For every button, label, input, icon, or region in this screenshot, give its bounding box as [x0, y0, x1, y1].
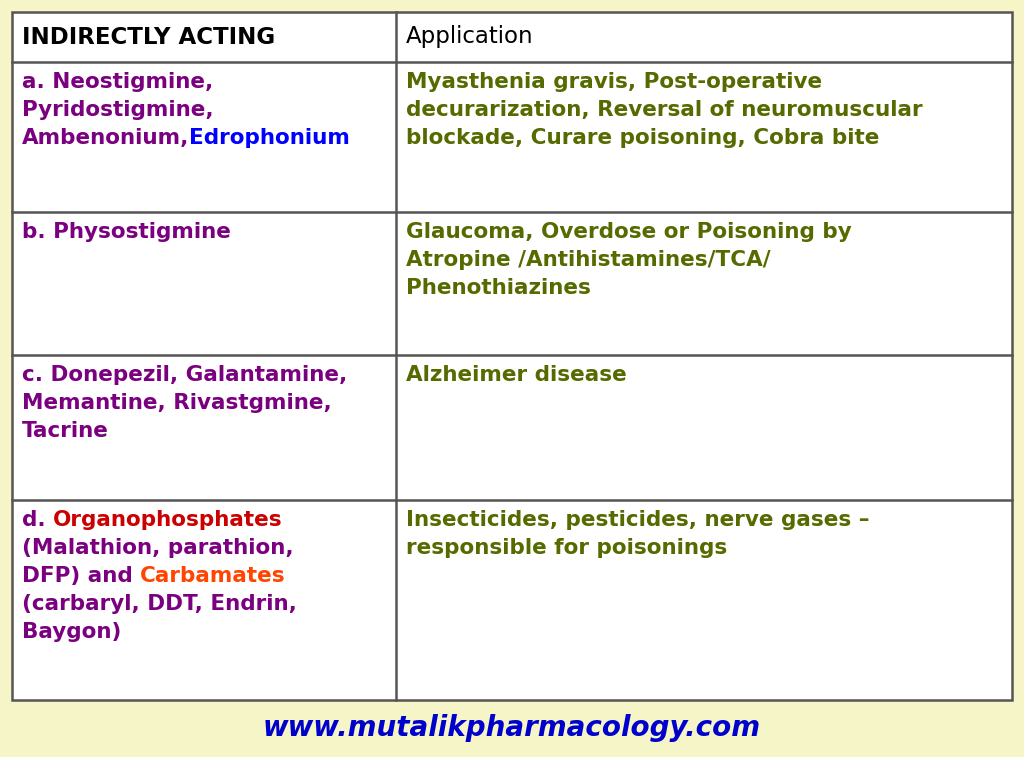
Text: b. Physostigmine: b. Physostigmine	[22, 222, 230, 242]
Text: c. Donepezil, Galantamine,: c. Donepezil, Galantamine,	[22, 365, 347, 385]
Text: Edrophonium: Edrophonium	[189, 128, 350, 148]
Text: DFP) and: DFP) and	[22, 566, 140, 586]
Text: Alzheimer disease: Alzheimer disease	[406, 365, 627, 385]
Text: a. Neostigmine,: a. Neostigmine,	[22, 72, 213, 92]
Text: (carbaryl, DDT, Endrin,: (carbaryl, DDT, Endrin,	[22, 594, 297, 614]
Text: d.: d.	[22, 510, 53, 530]
Text: INDIRECTLY ACTING: INDIRECTLY ACTING	[22, 26, 275, 48]
Text: Memantine, Rivastgmine,: Memantine, Rivastgmine,	[22, 393, 332, 413]
Text: Ambenonium,: Ambenonium,	[22, 128, 189, 148]
Text: Pyridostigmine,: Pyridostigmine,	[22, 100, 214, 120]
Text: Insecticides, pesticides, nerve gases –: Insecticides, pesticides, nerve gases –	[406, 510, 869, 530]
Text: www.mutalikpharmacology.com: www.mutalikpharmacology.com	[263, 714, 761, 742]
Text: Carbamates: Carbamates	[140, 566, 286, 586]
Text: blockade, Curare poisoning, Cobra bite: blockade, Curare poisoning, Cobra bite	[406, 128, 880, 148]
Text: responsible for poisonings: responsible for poisonings	[406, 538, 727, 558]
Text: Baygon): Baygon)	[22, 622, 122, 642]
Text: decurarization, Reversal of neuromuscular: decurarization, Reversal of neuromuscula…	[406, 100, 923, 120]
Text: Organophosphates: Organophosphates	[53, 510, 283, 530]
Text: Glaucoma, Overdose or Poisoning by: Glaucoma, Overdose or Poisoning by	[406, 222, 852, 242]
Text: Phenothiazines: Phenothiazines	[406, 278, 591, 298]
Text: Tacrine: Tacrine	[22, 421, 109, 441]
Text: Myasthenia gravis, Post-operative: Myasthenia gravis, Post-operative	[406, 72, 822, 92]
Text: (Malathion, parathion,: (Malathion, parathion,	[22, 538, 294, 558]
Text: Atropine /Antihistamines/TCA/: Atropine /Antihistamines/TCA/	[406, 250, 771, 270]
Text: Application: Application	[406, 26, 534, 48]
